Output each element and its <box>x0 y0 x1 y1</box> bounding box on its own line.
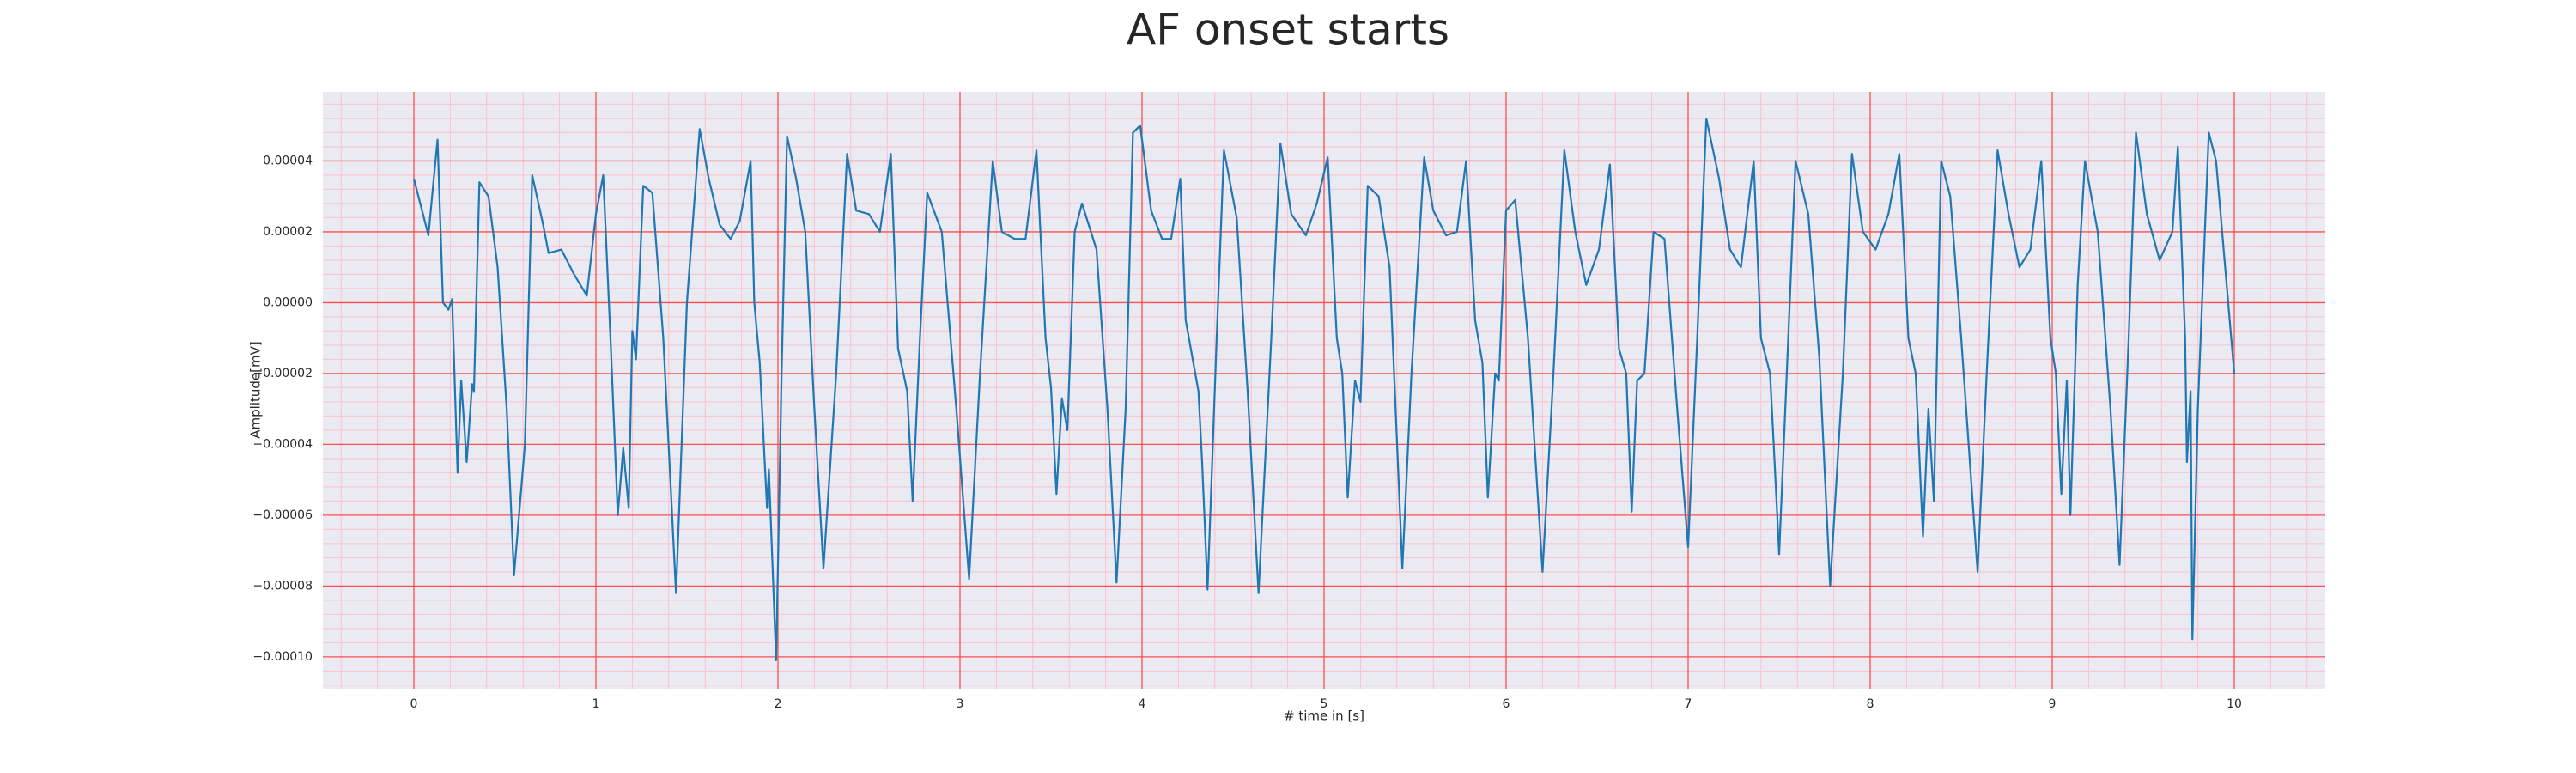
y-tick-label: 0.00002 <box>263 225 313 239</box>
y-tick-label: −0.00006 <box>252 508 313 522</box>
x-tick-label: 5 <box>1321 697 1328 711</box>
chart-title: AF onset starts <box>1127 5 1449 55</box>
y-tick-label: −0.00002 <box>252 367 313 380</box>
x-tick-label: 10 <box>2227 697 2242 711</box>
signal-line <box>412 117 2236 662</box>
x-tick-label: 1 <box>592 697 600 711</box>
x-tick-label: 9 <box>2049 697 2057 711</box>
y-tick-label: −0.00010 <box>252 650 313 664</box>
x-tick-label: 7 <box>1685 697 1692 711</box>
y-tick-label: 0.00000 <box>263 295 313 309</box>
x-tick-label: 6 <box>1503 697 1510 711</box>
y-tick-label: −0.00004 <box>252 437 313 451</box>
y-tick-label: 0.00004 <box>263 154 313 167</box>
x-tick-label: 4 <box>1139 697 1146 711</box>
x-tick-label: 2 <box>775 697 782 711</box>
y-tick-label: −0.00008 <box>252 579 313 593</box>
y-axis-label: Amplitude[mV] <box>248 341 264 438</box>
x-tick-label: 0 <box>410 697 418 711</box>
x-axis-label: # time in [s] <box>1284 709 1364 724</box>
x-tick-label: 8 <box>1867 697 1874 711</box>
x-tick-label: 3 <box>957 697 964 711</box>
